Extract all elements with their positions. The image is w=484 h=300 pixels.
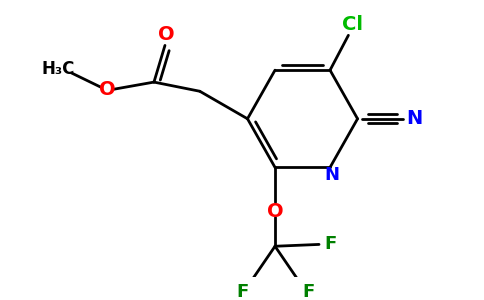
Text: F: F: [236, 283, 248, 300]
Text: F: F: [324, 236, 336, 253]
Text: N: N: [324, 166, 339, 184]
Text: O: O: [267, 202, 283, 221]
Text: O: O: [99, 80, 116, 99]
Text: H₃C: H₃C: [42, 60, 76, 78]
Text: N: N: [406, 109, 423, 128]
Text: F: F: [302, 283, 314, 300]
Text: O: O: [158, 25, 175, 44]
Text: Cl: Cl: [342, 15, 363, 34]
